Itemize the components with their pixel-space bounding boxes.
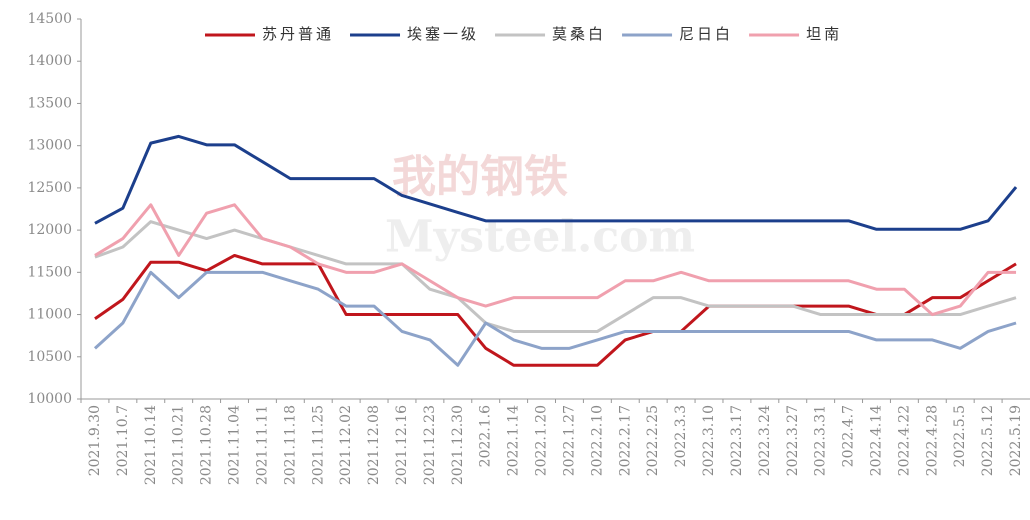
x-tick-label: 2021.10.7 xyxy=(115,405,131,476)
x-tick-label: 2022.3.24 xyxy=(757,405,773,476)
x-tick-label: 2021.9.30 xyxy=(87,405,103,476)
x-tick-label: 2022.4.14 xyxy=(868,405,884,476)
series-line xyxy=(94,253,1017,367)
legend-label: 苏丹普通 xyxy=(262,25,334,43)
series-line xyxy=(94,203,1017,317)
x-tick-label: 2022.3.10 xyxy=(701,405,717,476)
x-tick-label: 2022.3.17 xyxy=(729,405,745,476)
x-tick-label: 2021.10.21 xyxy=(171,405,187,485)
series-line xyxy=(94,134,1018,231)
y-tick-label: 14000 xyxy=(27,53,72,69)
x-tick-label: 2022.5.12 xyxy=(980,405,996,476)
x-tick-label: 2022.4.7 xyxy=(841,405,857,467)
x-tick-label: 2022.1.27 xyxy=(561,405,577,476)
watermark-logo: 我的钢铁 xyxy=(392,152,568,203)
x-tick-label: 2022.5.19 xyxy=(1008,405,1024,476)
x-tick-label: 2022.1.6 xyxy=(478,405,494,467)
legend-label: 坦南 xyxy=(806,25,842,43)
y-tick-label: 12500 xyxy=(27,180,72,196)
y-tick-label: 10500 xyxy=(27,349,72,365)
x-tick-label: 2022.4.22 xyxy=(896,405,912,476)
x-tick-label: 2021.11.11 xyxy=(254,405,270,485)
x-tick-label: 2021.12.02 xyxy=(338,405,354,485)
y-tick-label: 11500 xyxy=(27,264,72,280)
x-tick-label: 2022.2.25 xyxy=(645,405,661,476)
legend-label: 埃塞一级 xyxy=(407,25,479,43)
x-tick-label: 2022.3.3 xyxy=(673,405,689,467)
y-tick-label: 13000 xyxy=(27,138,72,154)
legend: 苏丹普通 埃塞一级 莫桑白 尼日白 坦南 xyxy=(205,25,842,43)
legend-label: 尼日白 xyxy=(679,25,733,43)
x-tick-label: 2022.1.20 xyxy=(534,405,550,476)
x-tick-label: 2022.5.5 xyxy=(952,405,968,467)
x-tick-label: 2021.11.25 xyxy=(310,405,326,485)
x-tick-label: 2022.3.27 xyxy=(785,405,801,476)
y-tick-label: 12000 xyxy=(27,222,72,238)
y-tick-label: 11000 xyxy=(27,307,72,323)
legend-label: 莫桑白 xyxy=(552,25,606,43)
x-tick-label: 2021.10.28 xyxy=(199,405,215,485)
series-line xyxy=(93,270,1017,367)
y-tick-label: 13500 xyxy=(27,95,72,111)
x-tick-label: 2022.3.31 xyxy=(813,405,829,476)
y-tick-label: 14500 xyxy=(27,11,72,27)
x-tick-label: 2022.4.28 xyxy=(924,405,940,476)
x-tick-label: 2022.2.10 xyxy=(589,405,605,476)
x-tick-label: 2021.12.16 xyxy=(394,405,410,485)
series-line xyxy=(94,220,1017,333)
x-tick-label: 2022.1.14 xyxy=(506,405,522,476)
x-tick-label: 2022.2.17 xyxy=(617,405,633,476)
x-tick-label: 2021.12.08 xyxy=(366,405,382,485)
x-tick-label: 2021.11.04 xyxy=(227,405,243,485)
x-tick-label: 2021.10.14 xyxy=(143,405,159,485)
x-tick-label: 2021.12.23 xyxy=(422,405,438,485)
x-tick-label: 2021.11.18 xyxy=(282,405,298,485)
x-tick-label: 2021.12.30 xyxy=(450,405,466,485)
y-tick-label: 10000 xyxy=(27,391,72,407)
watermark-text: Mysteel.com xyxy=(385,212,695,263)
